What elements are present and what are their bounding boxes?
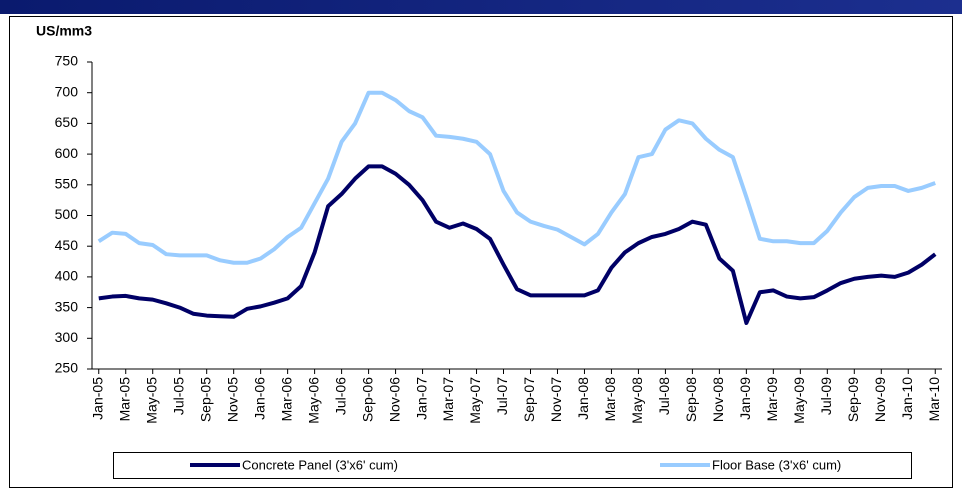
x-tick-label: Jul-07 xyxy=(494,377,510,415)
x-tick-label: Nov-07 xyxy=(548,377,564,422)
frame xyxy=(9,16,953,488)
y-tick-label: 600 xyxy=(55,145,79,161)
x-tick-label: Jul-09 xyxy=(818,377,834,415)
x-tick-label: Jul-06 xyxy=(332,377,348,415)
legend xyxy=(113,452,912,479)
x-tick-label: Jan-10 xyxy=(899,377,915,420)
x-tick-label: Nov-08 xyxy=(710,377,726,422)
x-tick-label: Jan-07 xyxy=(413,377,429,420)
x-tick-label: Jan-05 xyxy=(89,377,105,420)
x-tick-label: Sep-09 xyxy=(845,377,861,422)
x-tick-label: Mar-09 xyxy=(764,377,780,422)
x-tick-label: Sep-07 xyxy=(521,377,537,422)
legend-label: Floor Base (3'x6' cum) xyxy=(712,457,841,472)
y-tick-label: 650 xyxy=(55,114,79,130)
y-tick-label: 350 xyxy=(55,298,79,314)
y-axis-label: US/mm3 xyxy=(36,23,92,39)
x-tick-label: Sep-05 xyxy=(197,377,213,422)
x-tick-label: May-05 xyxy=(143,377,159,424)
series-line xyxy=(98,164,937,325)
series-line xyxy=(97,90,936,265)
x-tick-label: May-08 xyxy=(629,377,645,424)
y-tick-label: 300 xyxy=(55,329,79,345)
x-tick-label: Jan-09 xyxy=(737,377,753,420)
y-tick-label: 500 xyxy=(55,206,79,222)
banner xyxy=(0,0,962,14)
y-tick-label: 700 xyxy=(55,83,79,99)
x-tick-label: Sep-08 xyxy=(683,377,699,422)
x-tick-label: Mar-07 xyxy=(440,377,456,422)
x-tick-label: Jan-06 xyxy=(251,377,267,420)
y-tick-label: 450 xyxy=(55,237,79,253)
y-tick-label: 250 xyxy=(55,360,79,376)
x-tick-label: Jul-08 xyxy=(656,377,672,415)
x-tick-label: May-06 xyxy=(305,377,321,424)
x-tick-label: Jan-08 xyxy=(575,377,591,420)
x-tick-label: Nov-06 xyxy=(386,377,402,422)
x-tick-label: Nov-09 xyxy=(872,377,888,422)
x-tick-label: Jul-05 xyxy=(170,377,186,415)
y-tick-label: 400 xyxy=(55,268,79,284)
x-tick-label: Mar-05 xyxy=(116,377,132,422)
x-tick-label: May-07 xyxy=(467,377,483,424)
x-tick-label: Mar-08 xyxy=(602,377,618,422)
x-tick-label: Sep-06 xyxy=(359,377,375,422)
x-tick-label: Mar-10 xyxy=(926,377,942,422)
x-tick-label: May-09 xyxy=(791,377,807,424)
x-tick-label: Mar-06 xyxy=(278,377,294,422)
x-tick-label: Nov-05 xyxy=(224,377,240,422)
y-tick-label: 550 xyxy=(55,176,79,192)
y-tick-label: 750 xyxy=(55,53,79,69)
legend-label: Concrete Panel (3'x6' cum) xyxy=(242,457,398,472)
